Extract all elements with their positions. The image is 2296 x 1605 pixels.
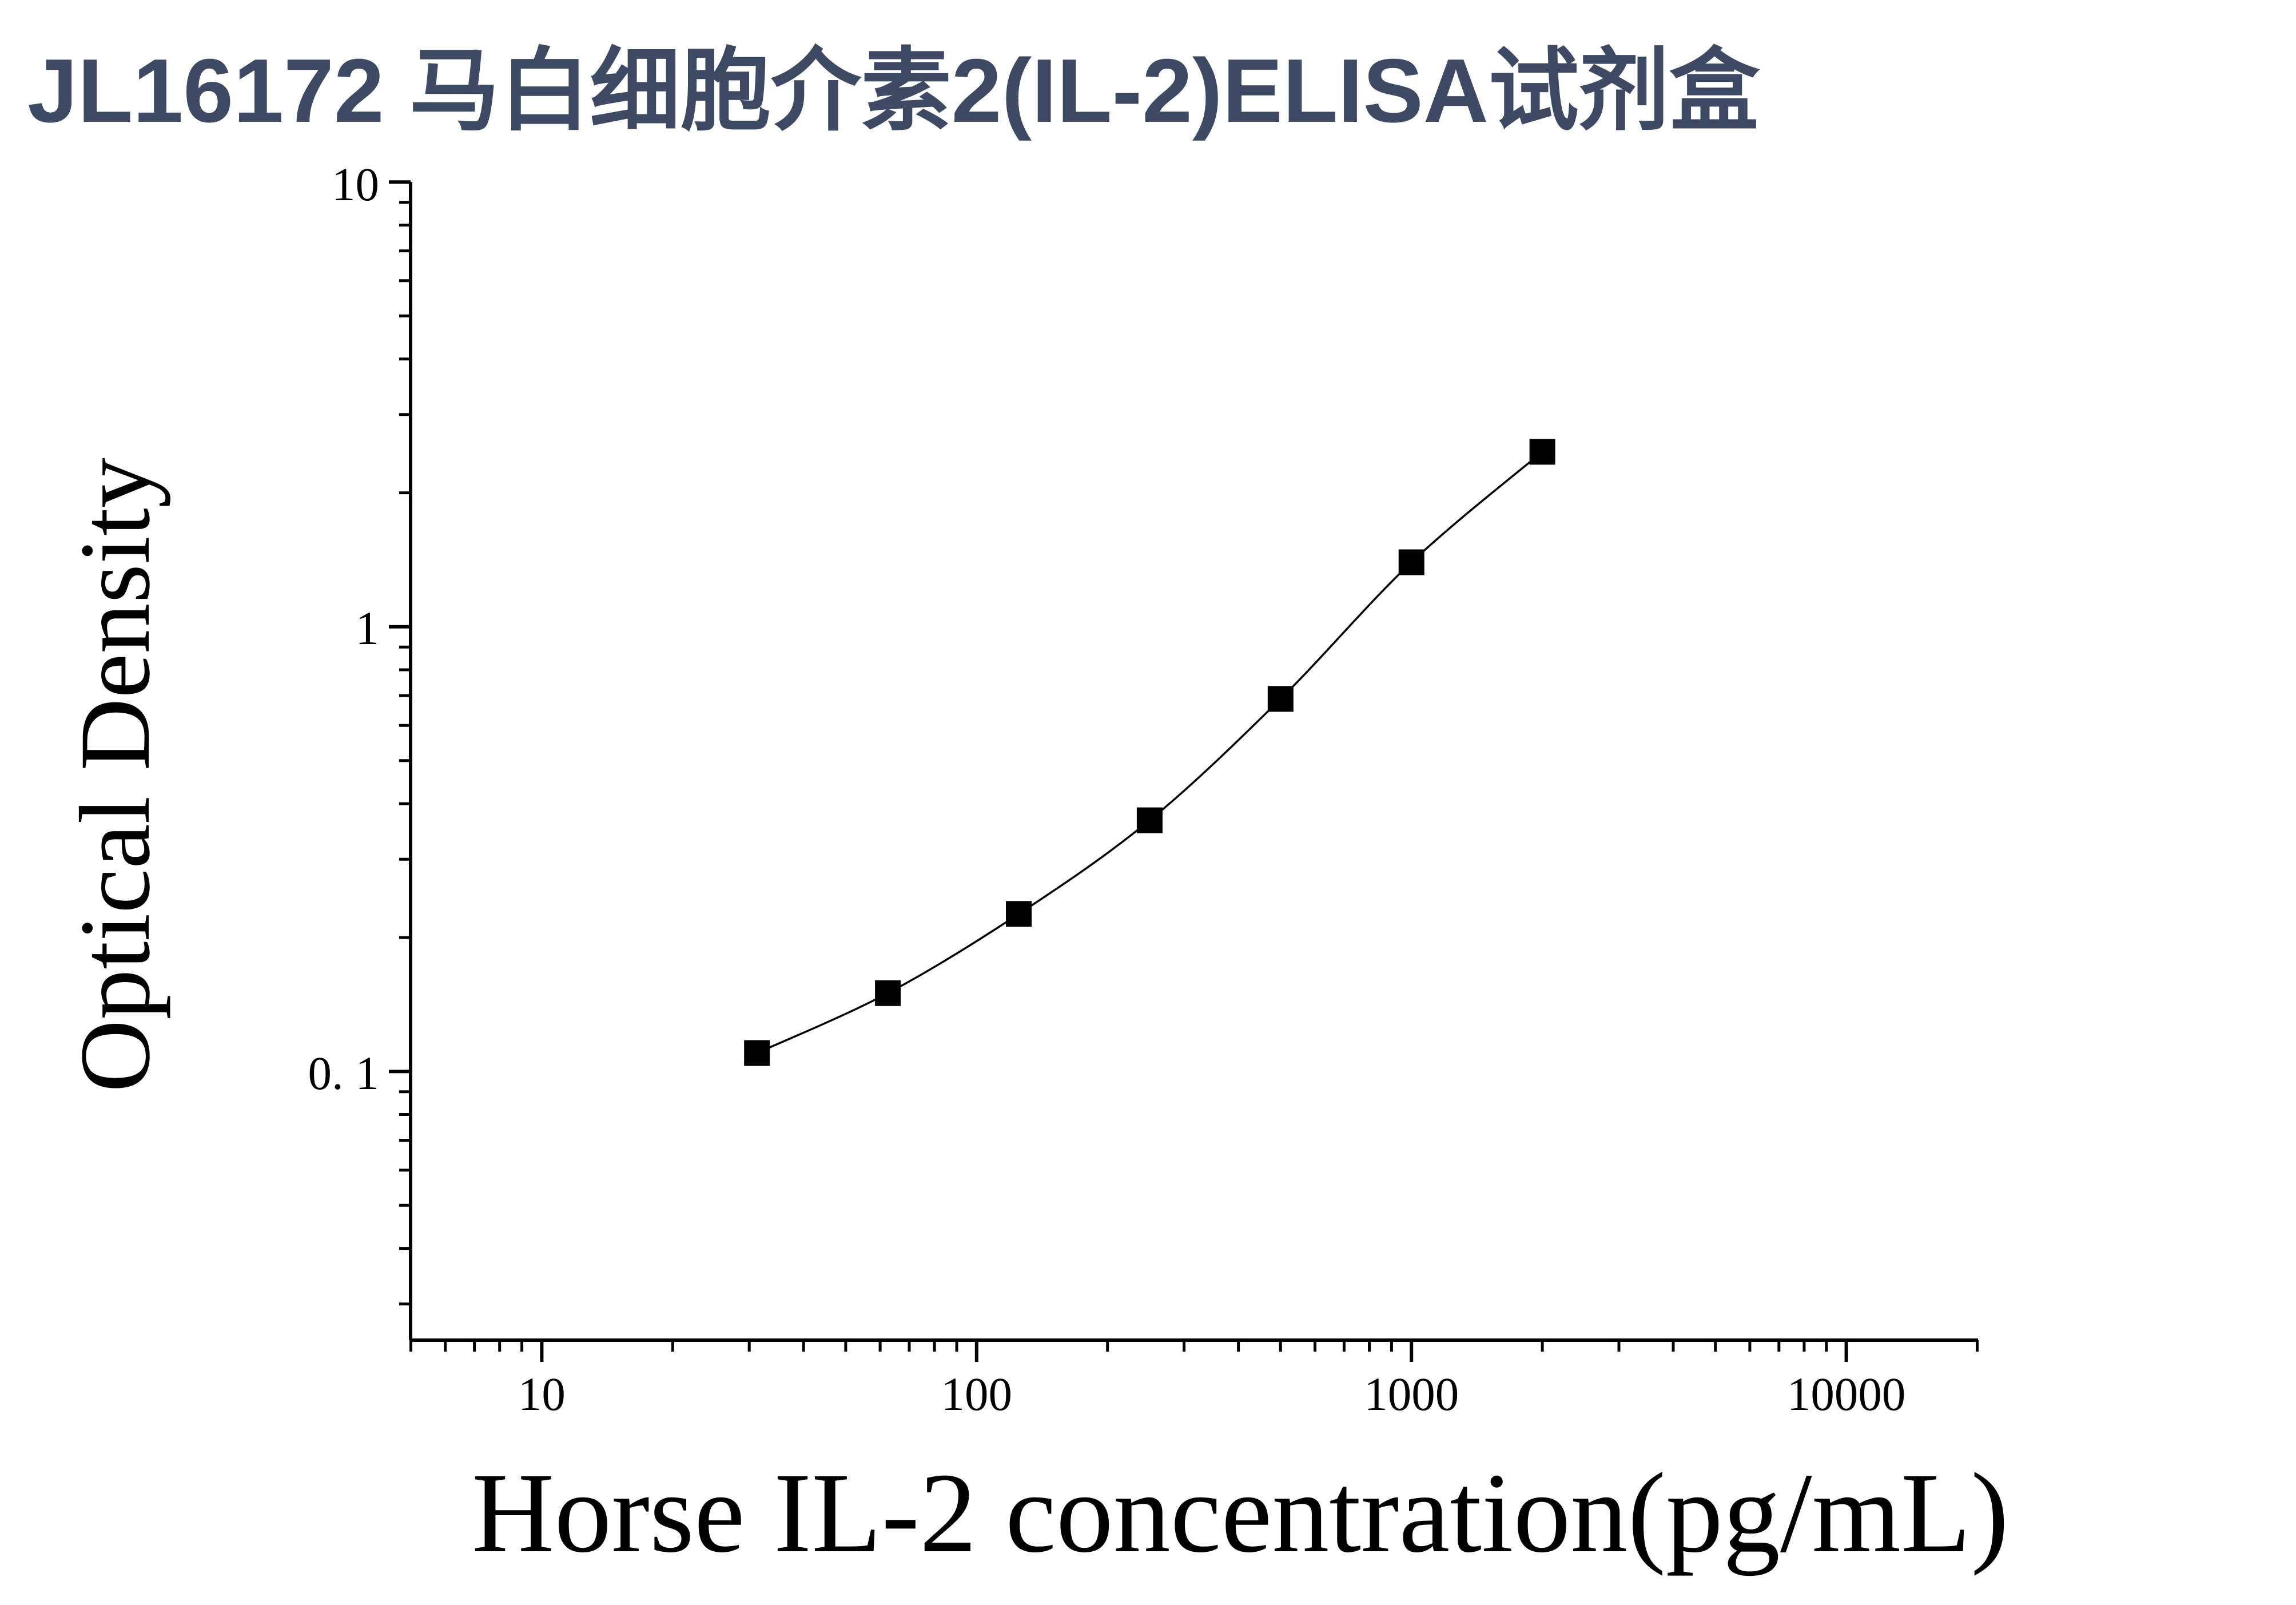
svg-text:1: 1	[356, 602, 380, 654]
svg-text:Horse IL-2 concentration(pg/mL: Horse IL-2 concentration(pg/mL)	[472, 1450, 2009, 1576]
svg-text:100: 100	[941, 1368, 1013, 1420]
svg-text:0. 1: 0. 1	[308, 1047, 380, 1099]
svg-text:Optical Density: Optical Density	[59, 458, 171, 1092]
svg-text:10: 10	[332, 158, 379, 210]
svg-text:10: 10	[518, 1368, 566, 1420]
svg-text:1000: 1000	[1364, 1368, 1459, 1420]
svg-text:10000: 10000	[1787, 1368, 1906, 1420]
